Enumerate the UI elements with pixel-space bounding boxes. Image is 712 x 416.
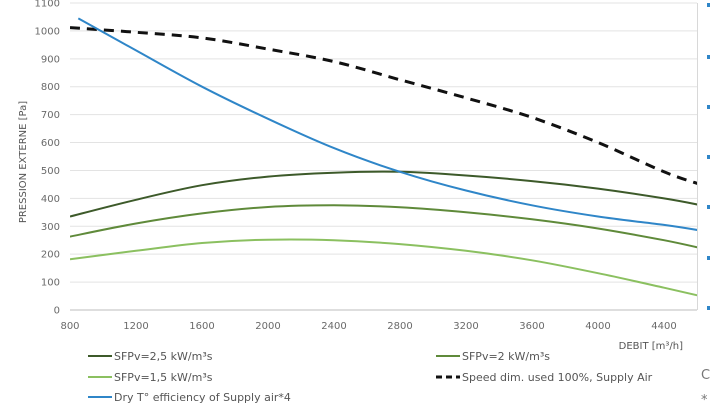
y-tick-label: 400 <box>41 194 60 205</box>
y-tick-label: 600 <box>41 138 60 149</box>
x-tick-label: 2800 <box>387 321 412 332</box>
series-line-4 <box>70 28 700 185</box>
y-tick-label: 0 <box>54 306 60 317</box>
legend-label-2: SFPv=2 kW/m³s <box>462 350 550 363</box>
x-axis-title: DEBIT [m³/h] <box>619 341 683 352</box>
series-line-3 <box>70 239 700 296</box>
y-tick-label: 200 <box>41 250 60 261</box>
legend-label-3: SFPv=1,5 kW/m³s <box>114 371 213 384</box>
y-tick-label: 300 <box>41 222 60 233</box>
x-tick-label: 4400 <box>651 321 676 332</box>
side-text-bottom: * <box>701 393 708 408</box>
y-tick-label: 1000 <box>35 26 60 37</box>
series-line-1 <box>70 172 700 217</box>
right-axis-tick <box>707 3 710 7</box>
x-tick-label: 2000 <box>255 321 280 332</box>
right-axis-tick <box>707 306 710 310</box>
side-text-top: C <box>701 368 710 383</box>
x-tick-label: 2400 <box>321 321 346 332</box>
x-tick-label: 1600 <box>189 321 214 332</box>
x-tick-label: 1200 <box>123 321 148 332</box>
y-tick-label: 500 <box>41 166 60 177</box>
right-axis-tick <box>707 55 710 59</box>
right-axis-tick <box>707 105 710 109</box>
legend-label-5: Dry T° efficiency of Supply air*4 <box>114 391 291 404</box>
y-tick-label: 1100 <box>35 0 60 10</box>
right-axis-tick <box>707 205 710 209</box>
x-tick-label: 3600 <box>519 321 544 332</box>
legend-label-4: Speed dim. used 100%, Supply Air <box>462 371 653 384</box>
grid-lines <box>70 3 697 310</box>
x-tick-label: 4000 <box>585 321 610 332</box>
x-tick-label: 3200 <box>453 321 478 332</box>
y-tick-label: 100 <box>41 278 60 289</box>
legend: SFPv=2,5 kW/m³s SFPv=2 kW/m³s SFPv=1,5 kW/… <box>88 350 653 404</box>
x-tick-label: 800 <box>60 321 79 332</box>
y-axis-title: PRESSION EXTERNE [Pa] <box>18 101 29 223</box>
right-axis-tick <box>707 256 710 260</box>
y-tick-label: 900 <box>41 54 60 65</box>
y-tick-label: 800 <box>41 82 60 93</box>
right-axis-tick <box>707 155 710 159</box>
y-tick-label: 700 <box>41 110 60 121</box>
legend-label-1: SFPv=2,5 kW/m³s <box>114 350 213 363</box>
